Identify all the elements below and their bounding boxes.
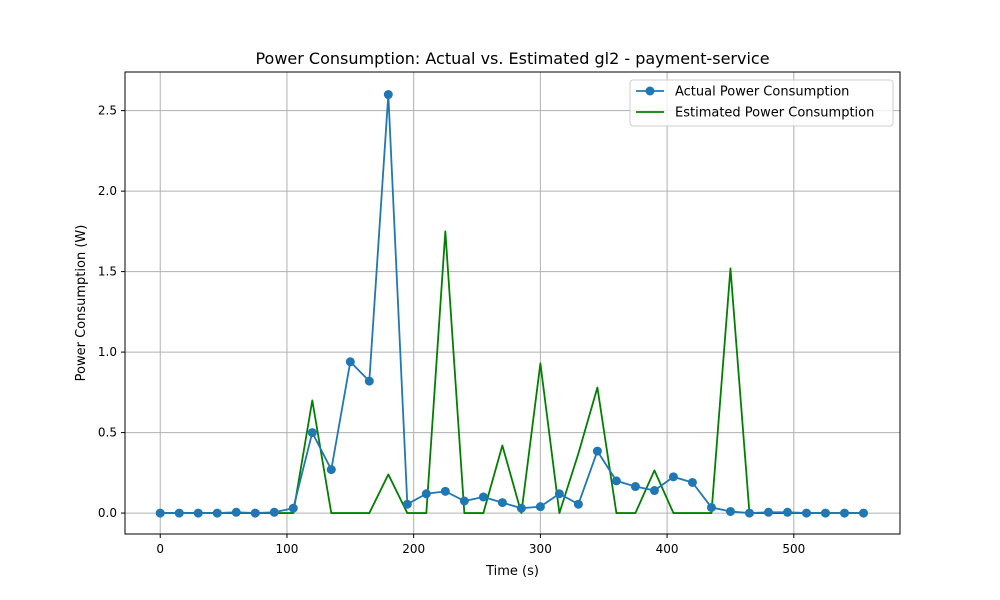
actual-power-consumption-point (402, 499, 412, 509)
actual-power-consumption-point (459, 496, 469, 506)
y-tick-label: 0.0 (98, 506, 117, 520)
legend-entries: Actual Power Consumption Estimated Power … (636, 85, 874, 121)
actual-power-consumption-point (554, 489, 564, 499)
actual-power-consumption-point (839, 508, 849, 518)
x-tick-label: 200 (402, 542, 425, 556)
actual-power-consumption-point (801, 508, 811, 518)
y-tick-label: 1.5 (98, 265, 117, 279)
y-tick-label: 1.0 (98, 345, 117, 359)
actual-power-consumption-point (649, 486, 659, 496)
x-tick-label: 100 (275, 542, 298, 556)
x-tick-label: 300 (529, 542, 552, 556)
actual-power-consumption-point (193, 508, 203, 518)
actual-power-consumption-point (725, 506, 735, 516)
actual-power-consumption-point (630, 482, 640, 492)
actual-power-consumption-point (859, 508, 869, 518)
series-layer (155, 90, 869, 518)
actual-power-consumption-point (573, 499, 583, 509)
actual-power-consumption-point (478, 492, 488, 502)
actual-power-consumption-point (155, 508, 165, 518)
actual-power-consumption-point (345, 357, 355, 367)
actual-power-consumption-point (611, 476, 621, 486)
actual-power-consumption-point (326, 465, 336, 475)
x-axis-label: Time (s) (485, 564, 539, 579)
legend-label-estimated-power-consumption: Estimated Power Consumption (675, 106, 874, 121)
actual-power-consumption-point (687, 477, 697, 487)
actual-power-consumption-point (174, 508, 184, 518)
actual-power-consumption-point (250, 508, 260, 518)
legend-box (629, 79, 894, 127)
x-tick-label: 500 (782, 542, 805, 556)
actual-power-consumption-point (364, 376, 374, 386)
legend-marker-actual-power-consumption (645, 86, 655, 96)
chart-title: Power Consumption: Actual vs. Estimated … (255, 49, 769, 68)
actual-power-consumption-point (383, 90, 393, 100)
actual-power-consumption-point (307, 428, 317, 438)
actual-power-consumption-point (421, 489, 431, 499)
actual-power-consumption-point (820, 508, 830, 518)
y-tick-label: 0.5 (98, 426, 117, 440)
legend-label-actual-power-consumption: Actual Power Consumption (675, 85, 849, 100)
actual-power-consumption-point (288, 503, 298, 513)
axis-ticks: 0 100 200 300 400 500 0.0 0.5 1.0 1.5 2.0 2.5 (98, 104, 805, 556)
actual-power-consumption-point (231, 507, 241, 517)
actual-power-consumption-point (706, 502, 716, 512)
actual-power-consumption-point (516, 503, 526, 513)
actual-power-consumption-point (668, 472, 678, 482)
actual-power-consumption-point (497, 498, 507, 508)
x-tick-label: 400 (656, 542, 679, 556)
actual-power-consumption-point (212, 508, 222, 518)
actual-power-consumption-point (782, 507, 792, 517)
legend: Actual Power Consumption Estimated Power … (629, 79, 894, 127)
actual-power-consumption-point (269, 507, 279, 517)
actual-power-consumption-point (535, 502, 545, 512)
actual-power-consumption-point (763, 507, 773, 517)
y-tick-label: 2.5 (98, 104, 117, 118)
actual-power-consumption-point (744, 508, 754, 518)
plot-area-frame (124, 71, 901, 535)
actual-power-consumption-point (440, 486, 450, 496)
y-axis-label: Power Consumption (W) (74, 225, 89, 382)
y-tick-label: 2.0 (98, 184, 117, 198)
x-tick-label: 0 (156, 542, 164, 556)
actual-power-consumption-point (592, 446, 602, 456)
